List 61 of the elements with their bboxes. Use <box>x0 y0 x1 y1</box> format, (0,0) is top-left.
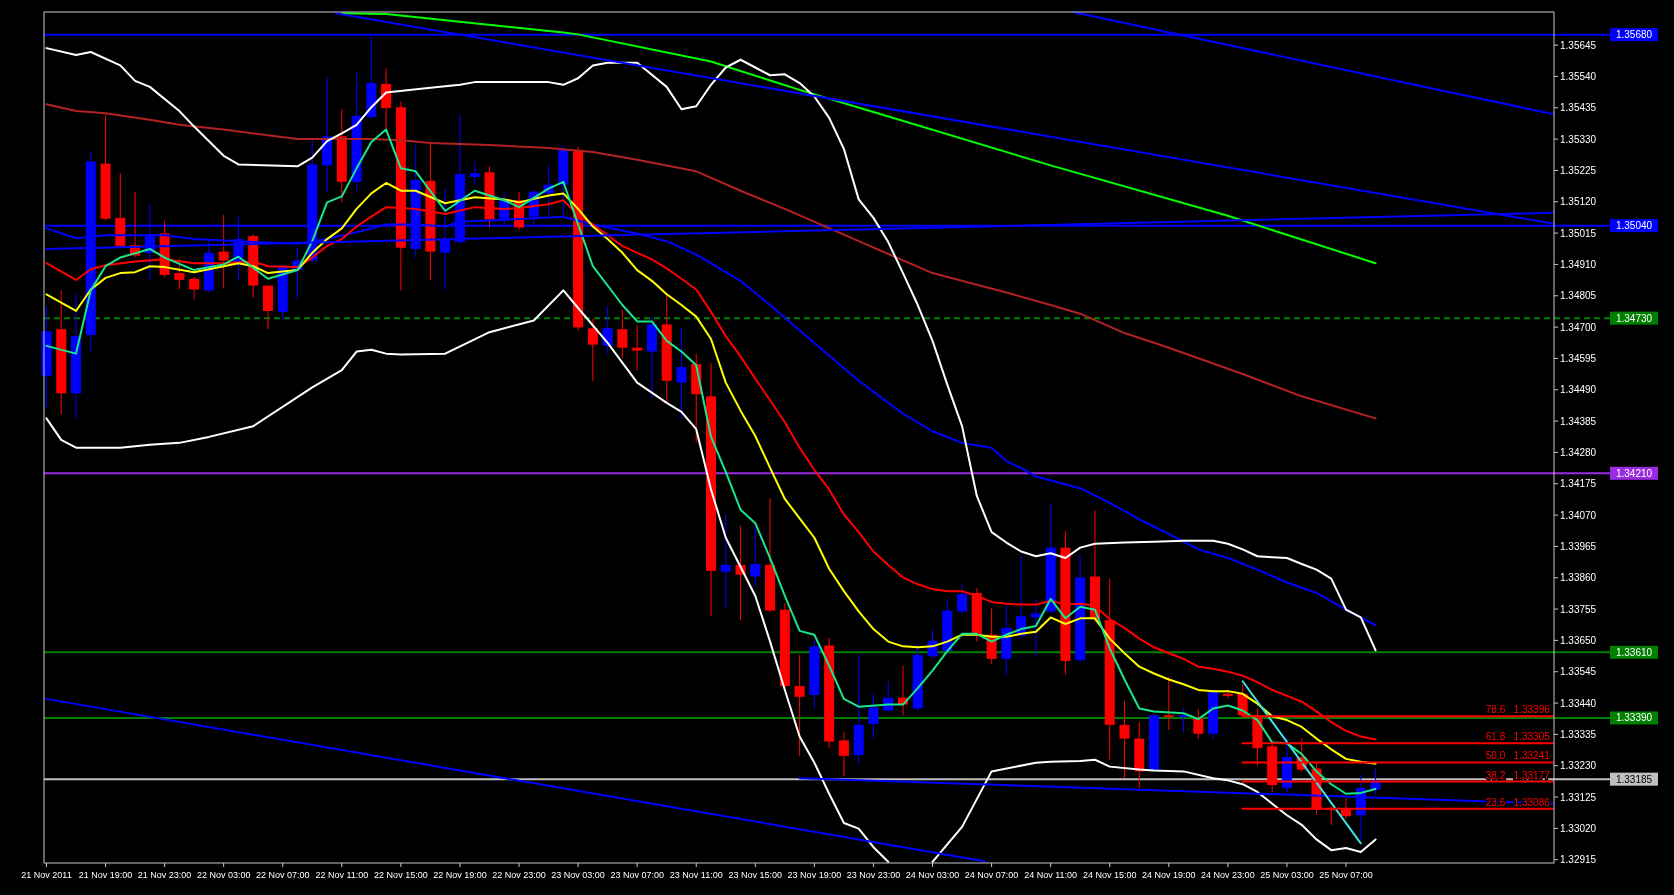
y-tick-label: 1.34805 <box>1560 290 1597 302</box>
ref-line-label: 1.34210 <box>1615 467 1653 479</box>
y-tick-label: 1.35225 <box>1560 164 1597 176</box>
ref-line-label: 1.33185 <box>1615 773 1653 785</box>
y-tick-label: 1.32915 <box>1560 854 1597 866</box>
annotation: 78.6 1.33396 <box>1485 704 1551 716</box>
y-tick-label: 1.33545 <box>1560 666 1597 678</box>
y-tick-label: 1.34175 <box>1560 478 1597 490</box>
y-tick-label: 1.33440 <box>1560 697 1597 709</box>
y-tick-label: 1.35540 <box>1560 70 1597 82</box>
y-tick-label: 1.33650 <box>1560 634 1597 646</box>
x-tick-label: 22 Nov 15:00 <box>374 870 428 880</box>
ref-line-label: 1.34730 <box>1615 312 1653 324</box>
y-tick-label: 1.33755 <box>1560 603 1597 615</box>
x-tick-label: 24 Nov 23:00 <box>1201 870 1255 880</box>
y-tick-label: 1.33230 <box>1560 760 1597 772</box>
x-tick-label: 23 Nov 03:00 <box>551 870 605 880</box>
x-tick-label: 22 Nov 11:00 <box>315 870 369 880</box>
x-tick-label: 25 Nov 03:00 <box>1260 870 1314 880</box>
x-tick-label: 21 Nov 19:00 <box>78 870 133 880</box>
y-tick-label: 1.34595 <box>1560 352 1597 364</box>
y-tick-label: 1.34910 <box>1560 258 1597 270</box>
x-tick-label: 23 Nov 15:00 <box>728 870 783 880</box>
y-tick-label: 1.33335 <box>1560 728 1597 740</box>
x-tick-label: 22 Nov 03:00 <box>196 870 251 880</box>
ref-line-label: 1.33390 <box>1615 712 1653 724</box>
y-tick-label: 1.35330 <box>1560 133 1597 145</box>
y-tick-label: 1.33020 <box>1560 822 1597 834</box>
y-tick-label: 1.34700 <box>1560 321 1597 333</box>
y-tick-label: 1.35645 <box>1560 39 1597 51</box>
x-tick-label: 25 Nov 07:00 <box>1319 870 1373 880</box>
x-tick-label: 22 Nov 23:00 <box>492 870 546 880</box>
annotation: 61.8 1.33305 <box>1485 731 1551 743</box>
y-tick-label: 1.34385 <box>1560 415 1597 427</box>
x-tick-label: 24 Nov 03:00 <box>905 870 960 880</box>
y-tick-label: 1.35435 <box>1560 102 1597 114</box>
y-tick-label: 1.33125 <box>1560 791 1597 803</box>
annotation: 38.2 1.33177 <box>1485 769 1551 781</box>
annotation: 50.0 1.33241 <box>1485 750 1551 762</box>
x-tick-label: 24 Nov 19:00 <box>1142 870 1196 880</box>
ref-line-label: 1.33610 <box>1615 646 1653 658</box>
y-tick-label: 1.35015 <box>1560 227 1597 239</box>
x-tick-label: 21 Nov 23:00 <box>137 870 192 880</box>
x-tick-label: 22 Nov 19:00 <box>433 870 487 880</box>
y-tick-label: 1.35120 <box>1560 196 1597 208</box>
x-tick-label: 22 Nov 07:00 <box>255 870 310 880</box>
x-tick-label: 21 Nov 2011 <box>21 870 72 880</box>
y-tick-label: 1.34280 <box>1560 446 1597 458</box>
ref-line-label: 1.35040 <box>1615 220 1653 232</box>
x-tick-label: 23 Nov 19:00 <box>787 870 842 880</box>
ref-line-label: 1.35680 <box>1615 29 1653 41</box>
y-tick-label: 1.34070 <box>1560 509 1597 521</box>
x-tick-label: 24 Nov 15:00 <box>1082 870 1137 880</box>
x-tick-label: 23 Nov 23:00 <box>846 870 901 880</box>
x-tick-label: 23 Nov 11:00 <box>669 870 723 880</box>
y-tick-label: 1.33965 <box>1560 540 1597 552</box>
y-tick-label: 1.33860 <box>1560 572 1597 584</box>
x-tick-label: 24 Nov 07:00 <box>964 870 1019 880</box>
y-tick-label: 1.34490 <box>1560 384 1597 396</box>
x-tick-label: 24 Nov 11:00 <box>1024 870 1078 880</box>
x-tick-label: 23 Nov 07:00 <box>610 870 664 880</box>
